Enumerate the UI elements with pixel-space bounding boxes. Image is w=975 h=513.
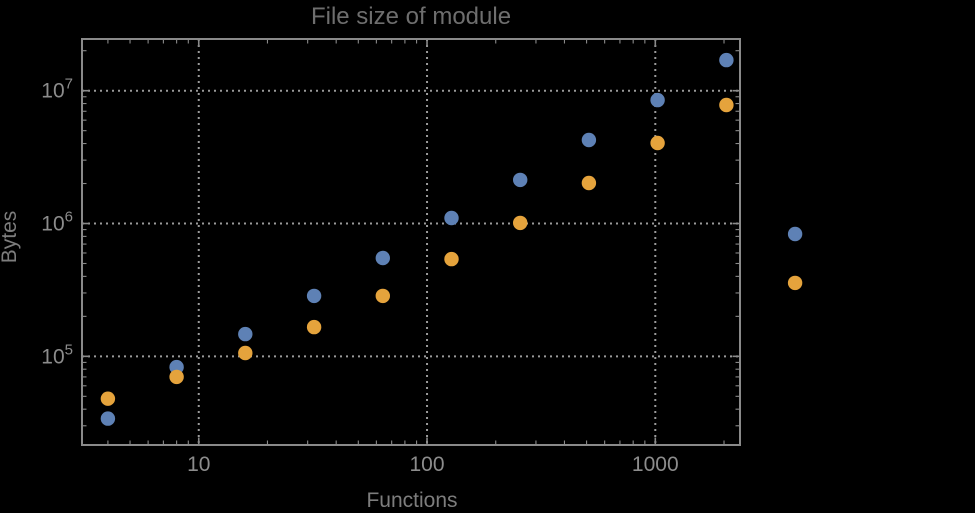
- data-point-series-orange: [787, 275, 803, 291]
- data-point-series-orange: [375, 288, 390, 304]
- data-point-series-blue: [650, 92, 665, 108]
- data-point-series-orange: [444, 251, 459, 267]
- data-point-series-orange: [650, 135, 665, 151]
- data-point-series-orange: [719, 97, 734, 113]
- y-tick-label: 105: [41, 341, 73, 368]
- data-point-series-orange: [169, 369, 184, 385]
- data-point-series-orange: [513, 215, 528, 231]
- x-tick-label: 10: [187, 453, 210, 476]
- data-point-series-orange: [100, 391, 116, 406]
- data-point-series-orange: [238, 345, 253, 361]
- data-point-series-blue: [375, 250, 390, 266]
- data-point-series-blue: [513, 172, 528, 188]
- data-point-series-blue: [581, 132, 597, 148]
- plot-frame: [81, 38, 741, 446]
- x-tick-label: 1000: [632, 453, 679, 476]
- data-point-series-blue: [719, 52, 734, 68]
- x-axis-label: Functions: [366, 489, 457, 512]
- data-point-series-orange: [306, 319, 322, 335]
- data-point-series-blue: [238, 326, 253, 342]
- data-point-series-blue: [787, 226, 803, 242]
- y-axis-label: Bytes: [0, 211, 21, 264]
- data-point-series-blue: [306, 288, 322, 304]
- x-tick-label: 100: [409, 453, 444, 476]
- data-point-series-orange: [581, 175, 597, 191]
- data-point-series-blue: [100, 411, 116, 426]
- y-tick-label: 107: [41, 76, 73, 103]
- chart-title: File size of module: [311, 3, 511, 30]
- data-point-series-blue: [444, 210, 459, 226]
- y-tick-label: 106: [41, 209, 73, 236]
